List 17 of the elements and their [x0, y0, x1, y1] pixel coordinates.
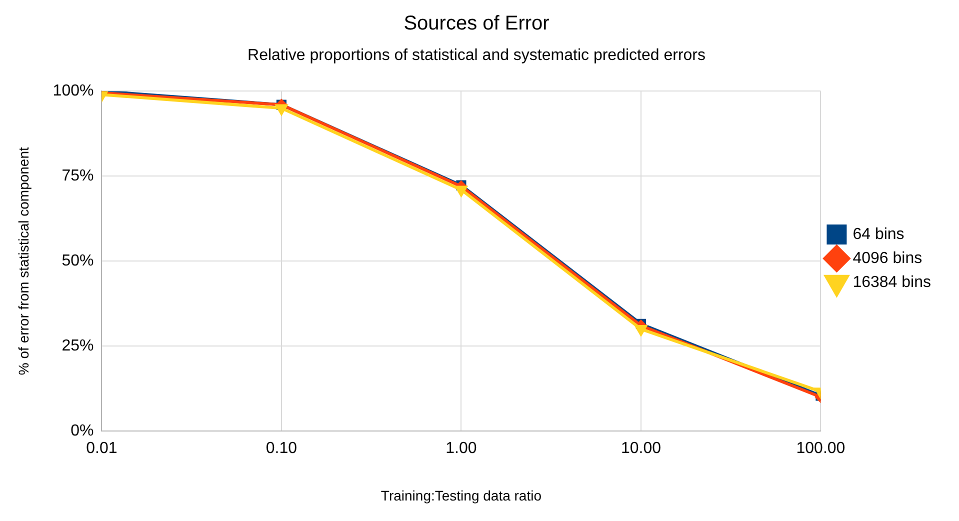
- y-tick-label: 75%: [62, 168, 94, 185]
- chart-subtitle: Relative proportions of statistical and systematic predicted errors: [248, 47, 706, 64]
- x-tick-label: 100.00: [796, 440, 846, 458]
- chart-title: Sources of Error: [404, 12, 550, 35]
- y-tick-label: 0%: [70, 422, 94, 440]
- y-tick-label: 25%: [62, 337, 94, 354]
- y-axis-title: % of error from statistical component: [15, 147, 32, 376]
- x-tick-label: 10.00: [620, 440, 662, 458]
- x-tick-label: 0.01: [86, 440, 118, 458]
- y-tick-label: 50%: [62, 252, 94, 270]
- x-tick-label: 0.10: [266, 440, 298, 458]
- y-tick-label: 100%: [52, 82, 94, 100]
- legend-label: 4096 bins: [852, 250, 922, 267]
- x-axis-title: Training:Testing data ratio: [380, 487, 542, 504]
- legend-label: 64 bins: [852, 226, 904, 243]
- legend-label: 16384 bins: [852, 274, 932, 291]
- x-tick-label: 1.00: [446, 440, 477, 458]
